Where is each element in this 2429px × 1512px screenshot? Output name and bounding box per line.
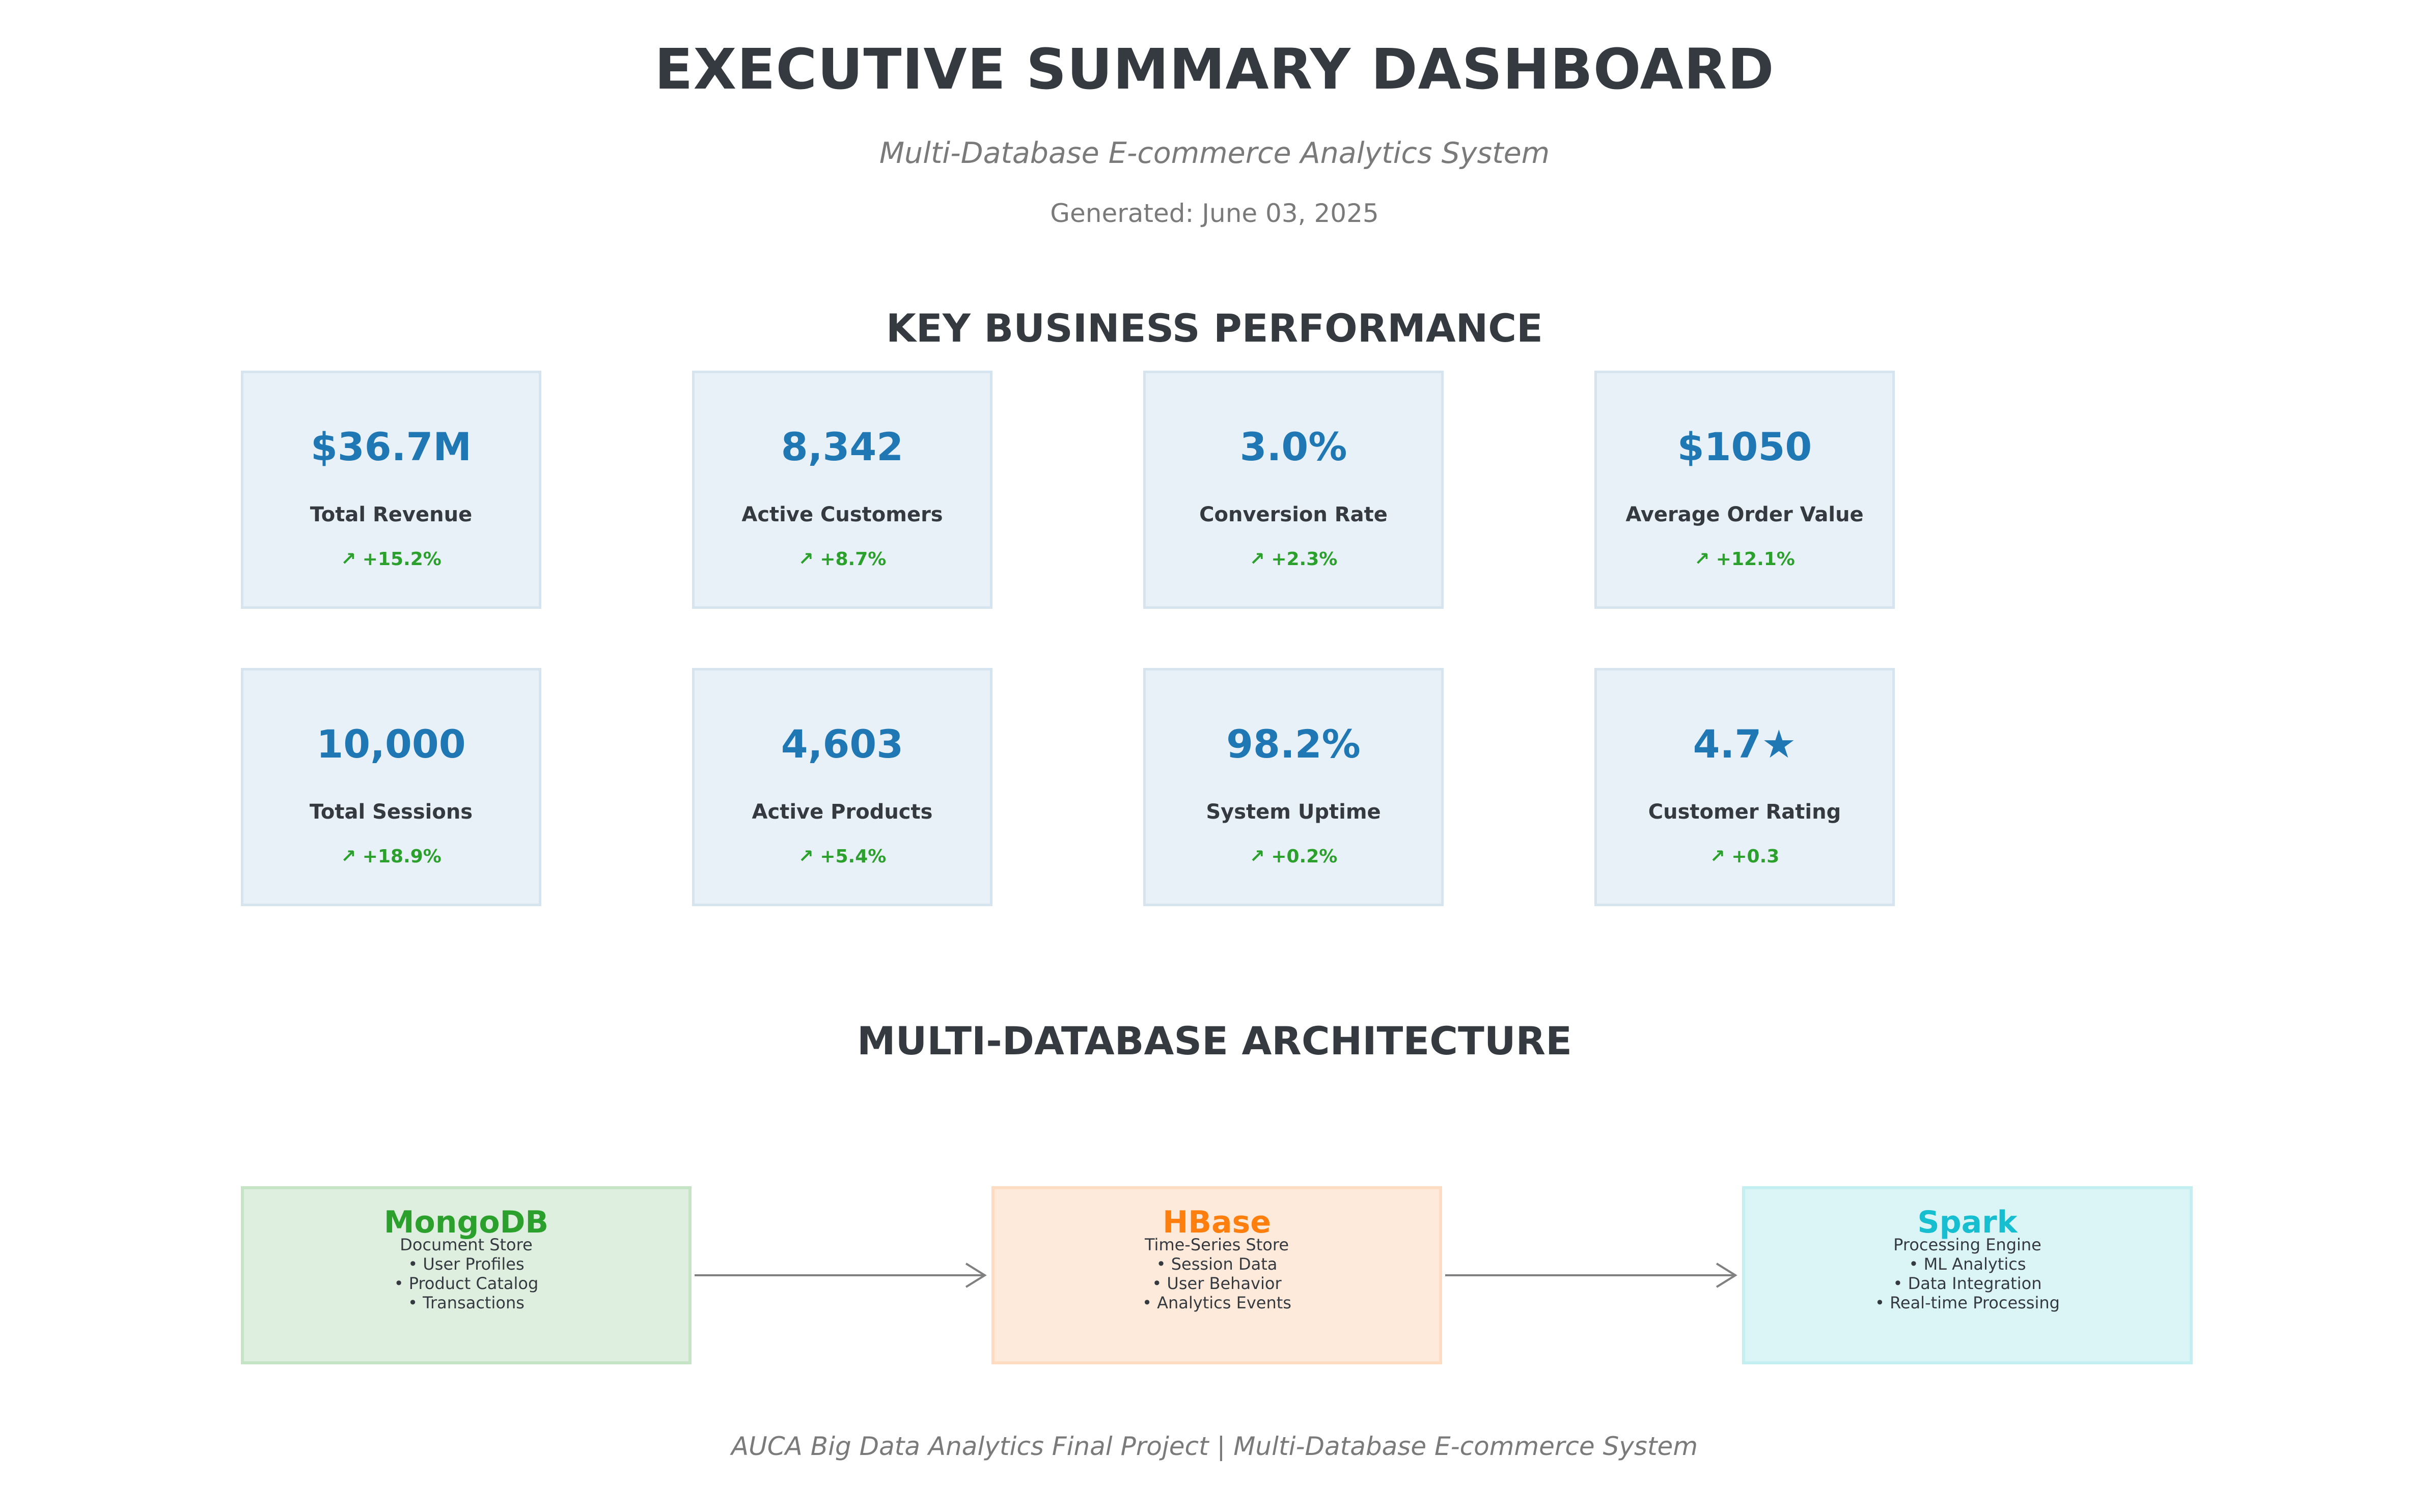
db-feature: • User Behavior	[1152, 1274, 1282, 1293]
kpi-card-customer-rating: 4.7★ Customer Rating ↗ +0.3	[1594, 668, 1895, 906]
kpi-value: 3.0%	[1239, 424, 1347, 469]
kpi-card-conversion-rate: 3.0% Conversion Rate ↗ +2.3%	[1143, 371, 1444, 609]
kpi-label: Average Order Value	[1625, 503, 1864, 526]
db-name: Spark	[1917, 1205, 2018, 1240]
db-feature: • Product Catalog	[394, 1274, 539, 1293]
kpi-value: 4.7★	[1693, 721, 1797, 767]
kpi-change: ↗ +0.3	[1709, 846, 1780, 867]
db-name: HBase	[1163, 1205, 1271, 1240]
kpi-value: $1050	[1677, 424, 1812, 469]
kpi-label: System Uptime	[1206, 800, 1381, 824]
db-feature: • ML Analytics	[1909, 1254, 2026, 1274]
kpi-card-system-uptime: 98.2% System Uptime ↗ +0.2%	[1143, 668, 1444, 906]
kpi-label: Total Sessions	[309, 800, 473, 824]
kpi-label: Total Revenue	[310, 503, 473, 526]
kpi-label: Active Products	[752, 800, 933, 824]
page-title: EXECUTIVE SUMMARY DASHBOARD	[654, 37, 1775, 102]
kpi-change: ↗ +2.3%	[1249, 549, 1338, 570]
db-name: MongoDB	[383, 1205, 549, 1240]
kpi-label: Active Customers	[741, 503, 943, 526]
db-feature: • User Profiles	[408, 1254, 525, 1274]
page-footer: AUCA Big Data Analytics Final Project | …	[731, 1432, 1698, 1461]
db-feature: • Analytics Events	[1142, 1293, 1291, 1312]
spark-box: Spark Processing Engine • ML Analytics •…	[1742, 1186, 2193, 1364]
kpi-change: ↗ +15.2%	[341, 549, 441, 570]
db-feature: • Transactions	[408, 1293, 525, 1312]
kpi-change: ↗ +18.9%	[341, 846, 441, 867]
kpi-value: $36.7M	[310, 424, 472, 469]
kpi-card-active-products: 4,603 Active Products ↗ +5.4%	[692, 668, 992, 906]
kpi-label: Conversion Rate	[1199, 503, 1388, 526]
db-type: Processing Engine	[1893, 1235, 2041, 1254]
kpi-change: ↗ +12.1%	[1694, 549, 1795, 570]
generated-date: Generated: June 03, 2025	[1050, 199, 1379, 228]
arrow-mongodb-to-hbase	[695, 1263, 987, 1288]
kpi-section-title: KEY BUSINESS PERFORMANCE	[886, 305, 1543, 351]
page-subtitle: Multi-Database E-commerce Analytics Syst…	[879, 136, 1550, 170]
kpi-value: 98.2%	[1226, 721, 1361, 767]
kpi-card-total-revenue: $36.7M Total Revenue ↗ +15.2%	[241, 371, 541, 609]
db-feature: • Real-time Processing	[1875, 1293, 2060, 1312]
architecture-section-title: MULTI-DATABASE ARCHITECTURE	[857, 1018, 1572, 1063]
kpi-value: 8,342	[781, 424, 904, 469]
kpi-change: ↗ +5.4%	[798, 846, 887, 867]
kpi-card-total-sessions: 10,000 Total Sessions ↗ +18.9%	[241, 668, 541, 906]
db-feature: • Data Integration	[1893, 1274, 2042, 1293]
mongodb-box: MongoDB Document Store • User Profiles •…	[241, 1186, 692, 1364]
kpi-value: 10,000	[316, 721, 466, 767]
kpi-card-active-customers: 8,342 Active Customers ↗ +8.7%	[692, 371, 992, 609]
kpi-change: ↗ +8.7%	[798, 549, 887, 570]
kpi-value: 4,603	[781, 721, 904, 767]
kpi-card-average-order-value: $1050 Average Order Value ↗ +12.1%	[1594, 371, 1895, 609]
db-feature: • Session Data	[1156, 1254, 1278, 1274]
arrow-hbase-to-spark	[1445, 1263, 1737, 1288]
hbase-box: HBase Time-Series Store • Session Data •…	[991, 1186, 1442, 1364]
kpi-label: Customer Rating	[1648, 800, 1841, 824]
db-type: Time-Series Store	[1144, 1235, 1289, 1254]
kpi-change: ↗ +0.2%	[1249, 846, 1338, 867]
db-type: Document Store	[400, 1235, 533, 1254]
